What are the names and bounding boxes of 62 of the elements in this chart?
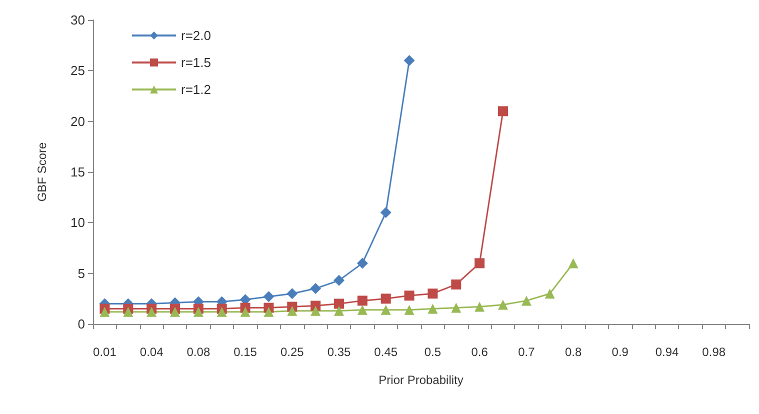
y-tick-label: 25 <box>70 63 85 78</box>
point <box>380 304 391 315</box>
point <box>498 300 508 310</box>
point <box>334 298 344 309</box>
x-tick-label: 0.08 <box>186 345 210 359</box>
x-tick-label: 0.6 <box>471 345 488 359</box>
x-axis-title: Prior Probability <box>378 373 464 387</box>
x-tick-label: 0.98 <box>702 345 726 359</box>
x-tick-label: 0.35 <box>327 345 351 359</box>
y-tick-label: 10 <box>70 215 85 230</box>
legend-label: r=1.5 <box>181 55 211 70</box>
point <box>474 302 485 312</box>
point <box>263 291 274 302</box>
point <box>240 306 250 317</box>
point <box>404 55 415 66</box>
point <box>170 306 180 317</box>
y-tick-label: 0 <box>78 316 85 332</box>
legend-label: r=1.2 <box>181 82 211 97</box>
point <box>100 306 110 317</box>
point <box>357 296 368 306</box>
point <box>451 279 462 290</box>
x-tick-label: 0.04 <box>140 345 164 359</box>
point <box>474 258 485 268</box>
point <box>310 283 322 294</box>
point <box>334 306 344 316</box>
y-tick-label: 5 <box>78 266 85 281</box>
y-tick-label: 30 <box>70 12 85 28</box>
y-tick-label: 15 <box>70 164 85 180</box>
point <box>357 304 368 315</box>
point <box>451 302 462 313</box>
y-tick-label: 20 <box>70 114 85 129</box>
x-tick-label: 0.9 <box>612 345 629 359</box>
point <box>146 306 157 317</box>
point <box>404 290 414 301</box>
point <box>428 304 438 314</box>
x-tick-label: 0.8 <box>564 345 582 359</box>
point <box>428 288 438 299</box>
point <box>310 306 321 316</box>
x-tick-label: 0.01 <box>93 345 117 359</box>
point <box>216 306 227 317</box>
x-tick-label: 0.5 <box>424 345 442 359</box>
point <box>123 306 134 317</box>
point <box>404 304 414 315</box>
point <box>286 288 298 300</box>
x-tick-label: 0.94 <box>655 345 679 359</box>
point <box>521 296 532 306</box>
point <box>498 106 508 116</box>
point <box>356 258 368 269</box>
x-tick-label: 0.25 <box>280 345 304 359</box>
point <box>334 274 344 286</box>
x-tick-label: 0.7 <box>518 345 536 359</box>
point <box>380 294 391 304</box>
x-tick-label: 0.15 <box>234 345 258 359</box>
point <box>264 306 274 317</box>
point <box>193 306 204 317</box>
y-axis-title: GBF Score <box>35 142 49 202</box>
point <box>544 288 555 299</box>
legend-label: r=2.0 <box>181 28 211 43</box>
point <box>568 258 578 268</box>
x-tick-label: 0.45 <box>374 345 398 359</box>
point <box>380 207 392 218</box>
point <box>287 306 298 316</box>
